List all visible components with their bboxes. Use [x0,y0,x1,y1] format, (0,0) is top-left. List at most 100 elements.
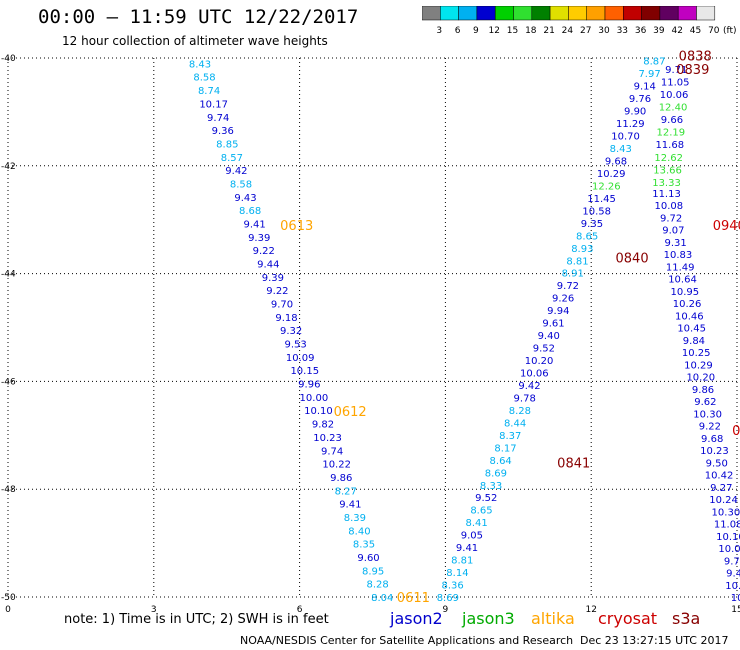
swh-value-label: 9.35 [581,219,603,230]
swh-value-label: 8.44 [504,418,526,429]
swh-value-label: 11.45 [587,194,616,205]
swh-value-label: 9.18 [275,313,297,324]
swh-value-label: 9.39 [262,273,284,284]
swh-value-label: 9.31 [665,238,687,249]
swh-value-label: 9.50 [706,458,728,469]
pass-time-label: 0612 [334,405,367,420]
swh-value-label: 7.97 [638,69,660,80]
swh-value-label: 9.62 [694,397,716,408]
swh-value-label: 9.41 [456,543,478,554]
wave-height-plot: 0 3 6 9 12 15 -40 -42 -44 -46 -48 -50 8.43 8.58 8.74 10… [1,49,740,615]
swh-value-label: 8.58 [230,179,252,190]
swh-value-label: 9.36 [212,126,234,137]
swh-value-label: 9.70 [271,300,293,311]
swh-value-label: 10.4 [731,593,740,604]
swh-value-label: 9.66 [661,115,683,126]
swh-value-label: 13.33 [652,178,681,189]
swh-value-label: 10.42 [705,471,734,482]
swh-value-label: 8.28 [509,406,531,417]
pass-time-label: 0613 [280,219,313,234]
swh-value-label: 9.82 [312,420,334,431]
pass-time-label: 0841 [557,456,590,471]
swh-value-label: 10.22 [322,460,351,471]
swh-value-label: 8.81 [451,556,473,567]
legend-s3a: s3a [672,609,701,628]
swh-value-label: 9.26 [552,294,574,305]
color-scale-label: 24 [562,26,574,36]
color-scale-label: 6 [455,26,461,36]
swh-value-label: 9.68 [605,156,627,167]
swh-value-label: 10.17 [199,99,228,110]
chart-title: 00:00 – 11:59 UTC 12/22/2017 [38,6,359,28]
swh-value-label: 9.72 [557,281,579,292]
swh-value-label: 12.19 [657,128,686,139]
swh-value-label: 11.68 [655,140,684,151]
swh-value-label: 11.49 [666,262,695,273]
pass-time-label: 0611 [397,591,430,606]
swh-value-label: 10.00 [300,393,329,404]
y-tick-label: -48 [1,485,16,495]
swh-value-label: 8.33 [480,481,502,492]
swh-value-label: 13.66 [653,165,682,176]
swh-value-label: 9.74 [207,113,229,124]
swh-value-label: 9.32 [280,326,302,337]
swh-value-label: 10.09 [286,353,315,364]
swh-value-label: 8.74 [198,86,220,97]
color-scale-label: 36 [635,26,647,36]
swh-value-label: 10.29 [684,360,713,371]
swh-value-label: 9.96 [298,380,320,391]
swh-value-label: 8.41 [466,518,488,529]
swh-value-label: 10.06 [660,90,689,101]
swh-value-label: 10.23 [700,446,729,457]
color-scale-label: 30 [598,26,610,36]
swh-value-label: 8.28 [367,580,389,591]
swh-value-label: 9.52 [533,344,555,355]
swh-value-label: 9.74 [321,446,343,457]
color-scale-label: 33 [617,26,628,36]
swh-value-label: 10.83 [664,250,693,261]
x-tick-label: 15 [731,605,740,615]
color-scale-legend: 3 6 9 12 15 18 21 24 27 30 33 36 39 42 45 70 (ft) [422,6,737,36]
color-scale-label: 9 [473,26,479,36]
swh-value-label: 10.58 [582,206,611,217]
legend-cryosat: cryosat [598,609,658,628]
x-tick-label: 12 [585,605,596,615]
color-scale-label: 3 [436,26,442,36]
color-scale-label: 21 [543,26,554,36]
swh-value-label: 10.23 [313,433,342,444]
swh-value-label: 9.72 [660,213,682,224]
legend-jason2: jason2 [390,609,443,628]
swh-value-label: 9.39 [248,233,270,244]
y-tick-label: -40 [1,54,16,64]
swh-value-label: 9.61 [542,319,564,330]
swh-value-label: 8.57 [221,153,243,164]
swh-value-label: 8.65 [576,231,598,242]
swh-value-label: 8.04 [371,593,393,604]
swh-value-label: 8.36 [442,581,464,592]
swh-value-label: 8.40 [348,526,370,537]
color-scale-label: 42 [671,26,682,36]
color-scale-label: 27 [580,26,591,36]
swh-value-label: 9.79 [724,556,740,567]
swh-value-label: 8.39 [344,513,366,524]
footer-credit: NOAA/NESDIS Center for Satellite Applica… [240,634,574,647]
swh-value-label: 10.24 [709,495,738,506]
swh-value-label: 8.91 [562,269,584,280]
y-tick-label: -42 [1,162,16,172]
swh-value-label: 9.94 [547,306,569,317]
swh-value-label: 9.40 [538,331,560,342]
swh-value-label: 8.81 [566,256,588,267]
swh-value-label: 9.05 [461,531,483,542]
y-tick-label: -50 [1,593,16,603]
swh-value-label: 8.95 [362,566,384,577]
swh-value-label: 10.30 [693,409,722,420]
swh-value-label: 11.08 [714,520,740,531]
swh-value-label: 9.42 [225,166,247,177]
swh-value-label: 11.05 [661,77,690,88]
swh-value-label: 8.17 [494,443,516,454]
swh-value-label: 9.86 [692,385,714,396]
swh-value-label: 12.26 [592,181,621,192]
swh-value-label: 10.70 [611,132,640,143]
